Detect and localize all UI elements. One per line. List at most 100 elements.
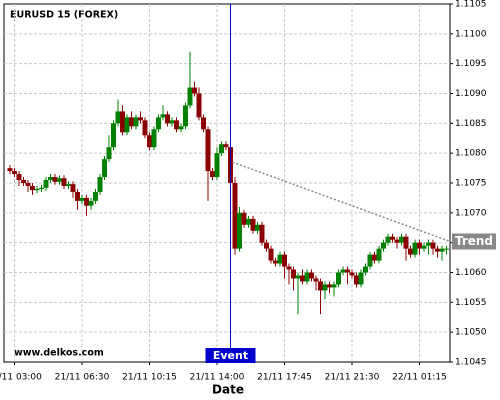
candle-body — [120, 111, 125, 133]
candle-body — [345, 269, 350, 273]
candle-body — [210, 171, 215, 178]
y-tick-label: 1.1100 — [455, 29, 487, 39]
candle-body — [138, 117, 143, 121]
x-tick-label: 21/11 10:15 — [122, 373, 177, 383]
candle-body — [61, 178, 67, 186]
y-tick-label: 1.1045 — [455, 358, 487, 368]
y-tick-label: 1.1095 — [455, 59, 487, 69]
candle-body — [75, 191, 80, 201]
candle-body — [66, 184, 71, 186]
candle-body — [115, 111, 121, 124]
candle-body — [354, 275, 359, 285]
candle-body — [165, 114, 170, 124]
candle-body — [84, 197, 89, 206]
trend-label: Trend — [455, 234, 493, 248]
candle-body — [232, 183, 238, 249]
candle-body — [214, 153, 220, 178]
candle-body — [241, 212, 247, 225]
candle-body — [52, 177, 58, 182]
candle-body — [21, 180, 26, 183]
candle-body — [318, 281, 323, 291]
candle-body — [174, 120, 179, 130]
candle-body — [133, 117, 139, 127]
candle-body — [25, 183, 31, 186]
candle-body — [376, 248, 382, 261]
candle-body — [97, 177, 103, 192]
candle-body — [57, 178, 62, 182]
candle-body — [255, 224, 260, 231]
candle-body — [223, 144, 229, 148]
event-label-box — [205, 348, 256, 363]
candle-body — [93, 191, 98, 201]
candle-body — [403, 236, 409, 249]
y-tick-label: 1.1070 — [455, 208, 487, 218]
candle-body — [421, 245, 427, 249]
candle-body — [30, 185, 35, 191]
candle-body — [291, 269, 296, 279]
candle-body — [264, 242, 269, 249]
candle-body — [124, 117, 130, 133]
candle-body — [399, 236, 404, 243]
x-tick-label: 21/11 21:30 — [325, 373, 380, 383]
x-tick-label: 21/11 14:00 — [190, 373, 245, 383]
candle-body — [156, 117, 161, 130]
candle-body — [363, 266, 368, 273]
candle-body — [147, 135, 152, 148]
candle-body — [111, 123, 116, 148]
y-tick-label: 1.1075 — [455, 179, 487, 189]
x-tick-label: 21/11 06:30 — [55, 373, 110, 383]
candle-body — [79, 197, 85, 201]
x-axis-label: Date — [212, 383, 244, 397]
candle-body — [349, 272, 355, 276]
trend-label-box — [452, 233, 496, 250]
candle-body — [417, 242, 422, 249]
candle-body — [295, 275, 301, 279]
candle-body — [309, 272, 314, 279]
x-tick-label: 22/11 01:15 — [392, 373, 447, 383]
candle-body — [151, 129, 157, 148]
candle-body — [430, 242, 436, 249]
candle-body — [336, 272, 341, 285]
candle-body — [102, 159, 107, 178]
x-tick-label: 21/11 03:00 — [0, 373, 42, 383]
candle-body — [88, 200, 94, 206]
y-tick-label: 1.1050 — [455, 328, 487, 338]
candle-body — [381, 242, 386, 249]
candle-body — [250, 218, 256, 231]
trend-line — [232, 161, 451, 243]
candle-body — [439, 248, 445, 252]
candle-body — [142, 120, 148, 136]
candle-body — [444, 248, 449, 250]
candle-body — [219, 144, 224, 154]
candle-body — [426, 242, 431, 246]
candle-body — [394, 239, 400, 243]
candle-body — [196, 93, 202, 118]
x-tick-label: 21/11 17:45 — [257, 373, 312, 383]
candle-body — [16, 174, 22, 181]
candle-body — [192, 87, 197, 94]
candle-body — [300, 275, 305, 282]
candle-body — [331, 284, 337, 288]
candle-body — [340, 269, 346, 273]
candle-body — [273, 260, 278, 264]
candle-body — [237, 212, 242, 249]
candle-body — [313, 278, 319, 282]
candle-body — [358, 272, 364, 285]
candle-body — [259, 224, 265, 243]
y-tick-label: 1.1105 — [455, 0, 487, 10]
candle-body — [48, 177, 53, 181]
candle-body — [70, 184, 76, 192]
candle-body — [7, 168, 13, 172]
watermark: www.delkos.com — [14, 348, 104, 359]
candle-body — [43, 180, 49, 188]
candle-body — [183, 105, 188, 127]
candle-body — [169, 120, 175, 124]
candle-body — [390, 236, 395, 240]
candle-body — [205, 129, 211, 172]
candle-body — [322, 284, 328, 291]
candle-body — [201, 117, 206, 130]
y-tick-label: 1.1090 — [455, 89, 487, 99]
candle-body — [39, 187, 44, 189]
candle-body — [129, 117, 134, 127]
